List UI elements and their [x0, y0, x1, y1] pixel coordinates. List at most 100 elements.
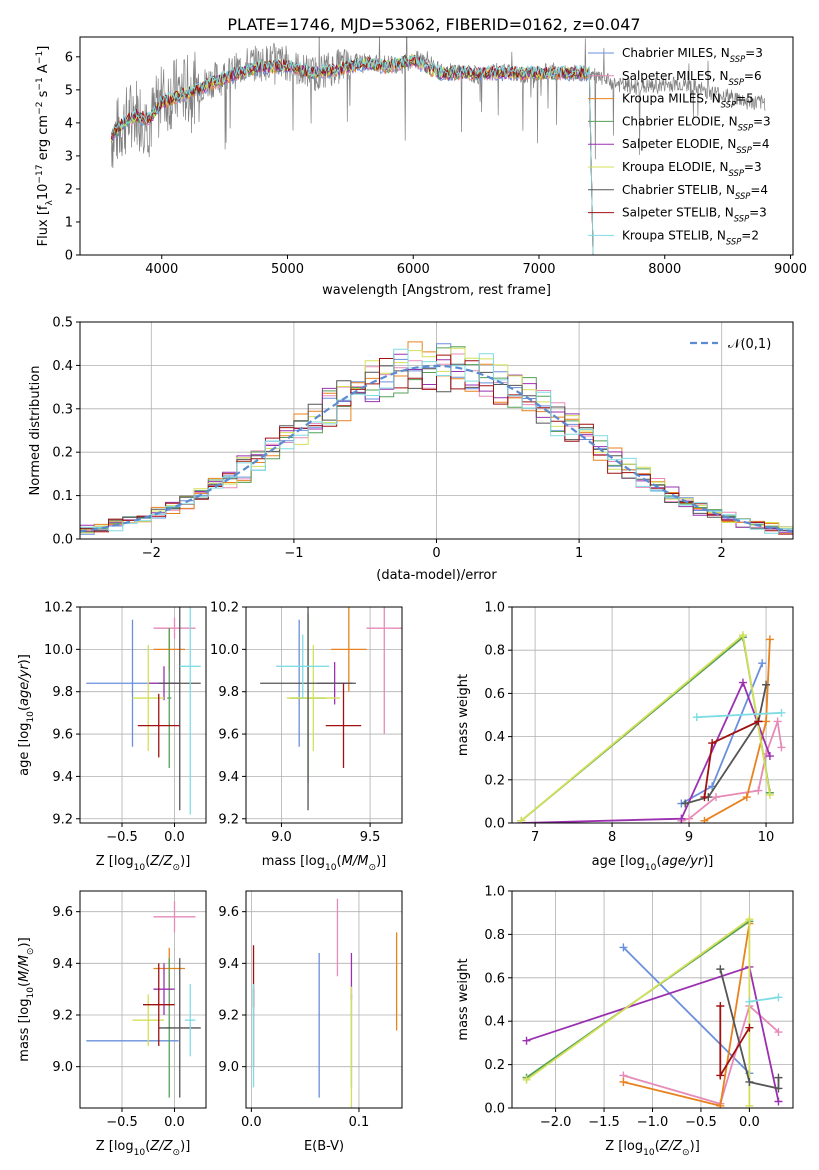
x-tick-label: 0.0: [739, 1115, 760, 1130]
x-tick-label: −2: [142, 546, 161, 561]
normal-curve: [80, 364, 793, 533]
x-tick-label: 8000: [648, 262, 681, 277]
y-axis-label: mass [log10(M/M⊙)]: [17, 937, 36, 1061]
axes-frame: [511, 606, 794, 824]
data-point-marker: [522, 1036, 531, 1045]
y-tick-label: 9.6: [52, 905, 73, 920]
x-tick-label: −2.0: [540, 1115, 572, 1130]
x-tick-label: 7000: [522, 262, 555, 277]
y-axis-label: Flux [fλ10−17 erg cm−2 s−1 A−1]: [35, 46, 55, 247]
data-point-marker: [777, 708, 786, 717]
y-tick-label: 9.8: [52, 685, 73, 700]
y-tick-label: 9.2: [52, 812, 73, 827]
x-tick-label: 9000: [774, 262, 807, 277]
x-tick-label: 10: [758, 830, 775, 845]
x-tick-label: 0.0: [164, 830, 185, 845]
data-point-marker: [762, 717, 771, 726]
x-tick-label: 9.5: [360, 830, 381, 845]
series-line: [704, 639, 771, 822]
plot-area: [522, 915, 783, 1108]
data-point-marker: [745, 1077, 754, 1086]
data-point-marker: [517, 816, 526, 823]
data-point-marker: [765, 790, 774, 799]
y-tick-label: 0.2: [484, 1058, 505, 1073]
y-tick-label: 9.2: [218, 1009, 239, 1024]
y-tick-label: 2: [65, 182, 73, 197]
y-axis-label: age [log10(age/yr)]: [17, 654, 36, 776]
y-tick-label: 10.2: [44, 601, 73, 616]
legend-label: Salpeter MILES, NSSP=6: [622, 69, 762, 87]
series-line: [525, 917, 751, 1106]
legend-label: Kroupa ELODIE, NSSP=3: [622, 160, 762, 178]
x-tick-label: 7: [531, 830, 539, 845]
y-tick-label: 0: [65, 249, 73, 264]
x-tick-label: −0.5: [106, 830, 138, 845]
data-point-marker: [774, 1073, 783, 1082]
residual-histogram-panel: −2 −1 0 1 2 0.0 0.1 0.2 0.3 0.4 0.5 𝒩(0,1) (data-mod…: [28, 316, 794, 583]
data-point-marker: [777, 743, 786, 752]
mass-vs-metallicity-panel: −0.5 0.0 9.0 9.2 9.4 9.6 Z [log10(Z/Z⊙)] mass […: [17, 890, 207, 1158]
x-axis-label: Z [log10(Z/Z⊙)]: [96, 854, 191, 873]
y-tick-label: 9.0: [218, 1060, 239, 1075]
data-point-marker: [774, 1097, 783, 1106]
x-tick-label: 9.0: [271, 830, 292, 845]
data-point-marker: [773, 717, 782, 726]
data-point-marker: [685, 814, 694, 823]
x-tick-label: −0.5: [106, 1115, 138, 1130]
legend-label: Salpeter STELIB, NSSP=3: [622, 206, 767, 224]
mass-vs-extinction-panel: 0.0 0.1 9.0 9.2 9.4 9.6 E(B-V): [218, 890, 403, 1154]
data-point-marker: [716, 1071, 725, 1080]
y-tick-label: 0.0: [484, 817, 505, 832]
y-tick-label: 0.8: [484, 928, 505, 943]
x-axis-label: E(B-V): [304, 1139, 344, 1154]
x-axis-label: (data-model)/error: [376, 568, 497, 583]
series-line: [521, 680, 771, 823]
x-tick-label: 0.1: [349, 1115, 370, 1130]
y-tick-label: 9.2: [52, 1009, 73, 1024]
data-point-marker: [700, 793, 709, 802]
legend-label: Kroupa STELIB, NSSP=2: [622, 228, 759, 246]
y-axis-label: mass weight: [456, 674, 471, 756]
x-tick-label: 2: [718, 546, 726, 561]
y-tick-label: 1.0: [484, 601, 505, 616]
x-tick-label: 0.0: [164, 1115, 185, 1130]
legend-label: Chabrier MILES, NSSP=3: [622, 46, 763, 64]
y-tick-label: 3: [65, 149, 73, 164]
data-point-marker: [754, 786, 763, 795]
y-tick-label: 0.3: [52, 402, 73, 417]
y-tick-label: 0.6: [484, 687, 505, 702]
data-point-marker: [774, 993, 783, 1002]
y-tick-label: 9.6: [218, 728, 239, 743]
y-tick-label: 1.0: [484, 885, 505, 900]
y-tick-label: 9.4: [52, 770, 73, 785]
data-point-marker: [742, 793, 751, 802]
age-vs-mass-panel: 9.0 9.5 9.2 9.4 9.6 9.8 10.0 10.2 mass [log10(M/…: [210, 601, 403, 873]
data-point-marker: [692, 713, 701, 722]
figure-title: PLATE=1746, MJD=53062, FIBERID=0162, z=0…: [227, 15, 640, 34]
y-tick-label: 10.0: [44, 643, 73, 658]
series-line: [623, 1004, 780, 1105]
data-point-marker: [774, 1084, 783, 1093]
spectrum-panel: 4000 5000 6000 7000 8000 9000 0 1 2 3 4 5 6 Chabrier …: [35, 36, 807, 298]
y-tick-label: 0.2: [52, 446, 73, 461]
y-tick-label: 0.4: [52, 359, 73, 374]
x-axis-label: mass [log10(M/M⊙)]: [262, 854, 386, 873]
y-tick-label: 9.8: [218, 685, 239, 700]
axes-frame: [79, 890, 207, 1109]
y-tick-label: 0.4: [484, 730, 505, 745]
plot-area: [260, 607, 402, 811]
y-tick-label: 9.6: [52, 728, 73, 743]
y-tick-label: 9.4: [218, 770, 239, 785]
legend-label: 𝒩(0,1): [728, 337, 771, 352]
data-point-marker: [712, 793, 721, 802]
y-tick-label: 9.6: [218, 905, 239, 920]
x-tick-label: 4000: [145, 262, 178, 277]
y-tick-label: 10.0: [210, 643, 239, 658]
massweight-vs-metallicity-panel: −2.0 −1.5 −1.0 −0.5 0.0 0.0 0.2 0.4 0.6 0.8 1.0 Z […: [456, 885, 794, 1158]
plot-area: [86, 607, 201, 815]
y-tick-label: 0.8: [484, 644, 505, 659]
y-tick-label: 0.2: [484, 773, 505, 788]
y-axis-label: Normed distribution: [28, 366, 43, 496]
x-tick-label: 5000: [271, 262, 304, 277]
x-tick-label: −1.0: [637, 1115, 669, 1130]
